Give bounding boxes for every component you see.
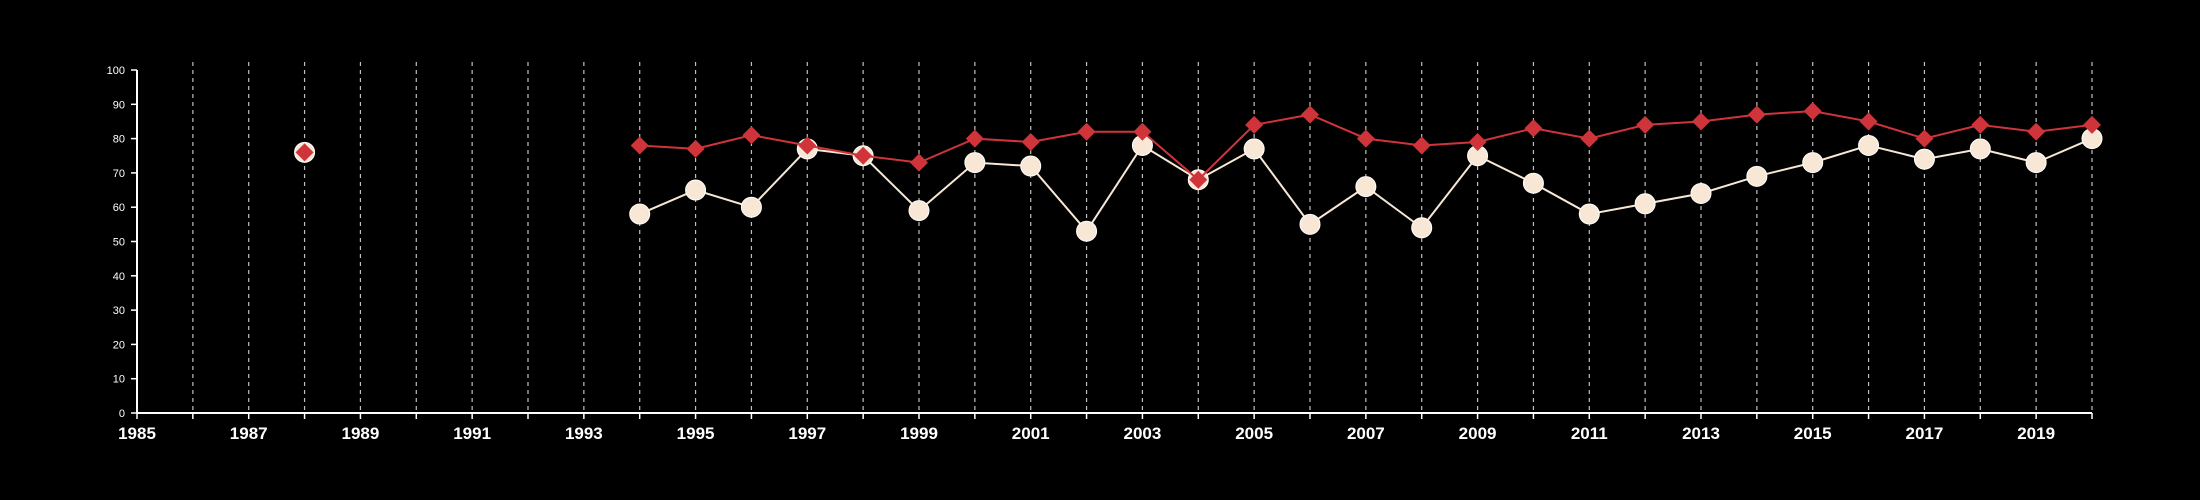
y-ticks: 0 10 20 30 40 50 60 70 80 90 100: [107, 65, 137, 420]
diamond-marker: [742, 126, 761, 145]
diamond-marker: [686, 139, 705, 158]
y-tick-label: 90: [113, 99, 125, 111]
diamond-marker: [1747, 105, 1766, 124]
point-marker: [1578, 203, 1600, 225]
diamond-marker: [1524, 119, 1543, 138]
diamond-marker: [1021, 133, 1040, 152]
x-tick-label: 2011: [1571, 424, 1608, 443]
x-tick-label: 2017: [1906, 424, 1944, 443]
x-tick-label: 1993: [565, 424, 603, 443]
y-tick-label: 30: [113, 305, 125, 317]
point-marker: [685, 179, 707, 201]
x-tick-label: 2009: [1459, 424, 1497, 443]
diamond-marker: [1692, 112, 1710, 131]
point-marker: [1522, 172, 1544, 194]
x-tick-label: 1997: [788, 424, 826, 443]
point-marker: [1913, 148, 1935, 170]
y-tick-label: 20: [113, 339, 125, 351]
x-tick-label: 2005: [1235, 424, 1273, 443]
y-tick-label: 10: [113, 374, 125, 386]
diamond-marker: [1803, 102, 1822, 121]
x-tick-label: 1999: [900, 424, 938, 443]
point-marker: [964, 152, 986, 174]
diamond-marker: [295, 143, 314, 162]
point-marker: [1858, 134, 1880, 156]
diamond-marker: [2083, 115, 2101, 134]
diamond-marker: [630, 136, 649, 155]
point-marker: [2025, 152, 2047, 174]
y-tick-label: 80: [113, 134, 125, 146]
point-marker: [629, 203, 651, 225]
diamond-marker: [1971, 115, 1990, 134]
x-tick-label: 2001: [1012, 424, 1050, 443]
diamond-marker: [910, 153, 928, 172]
diamond-marker: [965, 129, 984, 148]
diamond-marker: [1915, 129, 1934, 148]
x-tick-label: 2007: [1347, 424, 1385, 443]
diamond-marker: [854, 146, 873, 165]
series-diamond: [295, 102, 2101, 189]
x-tick-label: 2003: [1124, 424, 1162, 443]
x-tick-label: 1989: [342, 424, 380, 443]
x-tick-label: 1987: [230, 424, 268, 443]
point-marker: [908, 200, 930, 222]
diamond-marker: [1580, 129, 1599, 148]
point-marker: [1411, 217, 1433, 239]
x-tick-label: 1991: [453, 424, 491, 443]
y-tick-label: 70: [113, 168, 125, 180]
diamond-marker: [1189, 170, 1208, 189]
y-tick-label: 50: [113, 237, 125, 249]
y-tick-label: 0: [119, 408, 125, 420]
diamond-marker: [1412, 136, 1431, 155]
x-tick-label: 2013: [1682, 424, 1720, 443]
diamond-marker: [1077, 122, 1096, 141]
diamond-marker: [1636, 115, 1655, 134]
point-marker: [1243, 138, 1265, 160]
x-ticks: 1985 1987 1989 1991 1993 1995 1997 1999 2001 2003…: [118, 413, 2093, 443]
point-marker: [1299, 213, 1321, 235]
point-marker: [1355, 176, 1377, 198]
diamond-marker: [2027, 122, 2046, 141]
point-marker: [1746, 165, 1768, 187]
y-tick-label: 40: [113, 271, 125, 283]
x-tick-label: 2015: [1794, 424, 1832, 443]
diamond-marker: [798, 136, 817, 155]
point-marker: [1020, 155, 1042, 177]
point-marker: [1802, 152, 1824, 174]
x-tick-label: 1995: [677, 424, 715, 443]
diamond-marker: [1301, 105, 1319, 124]
diamond-marker: [1356, 129, 1375, 148]
point-marker: [1969, 138, 1991, 160]
y-tick-label: 60: [113, 202, 125, 214]
diamond-marker: [1468, 133, 1487, 152]
diamond-marker: [1133, 122, 1152, 141]
x-tick-label: 1985: [118, 424, 156, 443]
series: [294, 102, 2103, 242]
point-marker: [1076, 220, 1098, 242]
point-marker: [1634, 193, 1656, 215]
point-marker: [740, 196, 762, 218]
point-marker: [1690, 182, 1712, 204]
diamond-marker: [1859, 112, 1878, 131]
x-tick-label: 2019: [2017, 424, 2055, 443]
diamond-marker: [1245, 115, 1264, 134]
y-tick-label: 100: [107, 65, 125, 77]
